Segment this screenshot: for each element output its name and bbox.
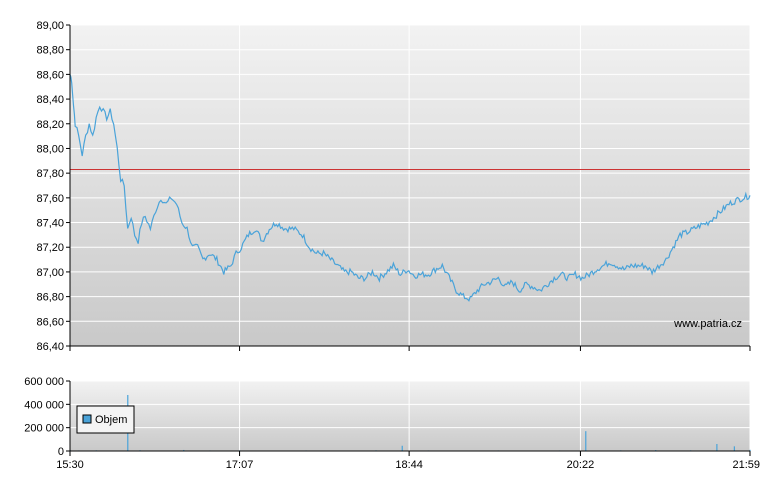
- price-y-tick-label: 88,60: [36, 69, 64, 81]
- price-y-tick-label: 88,40: [36, 94, 64, 106]
- volume-y-axis: 600 000 400 000 200 000 0: [24, 376, 70, 458]
- price-y-tick-label: 86,60: [36, 316, 64, 328]
- price-y-tick-label: 86,40: [36, 341, 64, 353]
- volume-x-ticks: 15:30 17:07 18:44 20:22 21:59: [56, 451, 760, 471]
- volume-bar: [401, 445, 403, 451]
- x-tick-label: 17:07: [226, 459, 254, 471]
- price-y-tick-label: 87,00: [36, 267, 64, 279]
- volume-plot-area: [70, 381, 750, 451]
- price-y-tick-label: 86,80: [36, 292, 64, 304]
- price-y-tick-label: 88,00: [36, 143, 64, 155]
- legend-swatch: [82, 414, 92, 424]
- x-tick-label: 18:44: [395, 459, 423, 471]
- volume-bar: [183, 449, 185, 451]
- volume-y-tick-label: 400 000: [24, 399, 64, 411]
- x-tick-label: 15:30: [56, 459, 84, 471]
- volume-y-tick-label: 200 000: [24, 423, 64, 435]
- price-y-tick-label: 87,60: [36, 193, 64, 205]
- price-plot-area: [70, 25, 750, 346]
- x-tick-label: 21:59: [732, 459, 760, 471]
- price-y-tick-label: 89,00: [36, 20, 64, 32]
- volume-bar: [716, 444, 718, 451]
- volume-chart: 600 000 400 000 200 000 0 15:30 17:07 18:44 20…: [24, 376, 760, 471]
- price-y-axis: 89,00 88,80 88,60 88,40 88,20 88,00 87,80 87,60…: [36, 20, 70, 353]
- price-line: [69, 74, 751, 302]
- watermark: www.patria.cz: [673, 318, 742, 330]
- price-y-tick-label: 87,40: [36, 218, 64, 230]
- volume-bar: [733, 446, 735, 451]
- legend-label: Objem: [95, 414, 127, 426]
- volume-bar: [749, 449, 751, 451]
- x-tick-label: 20:22: [567, 459, 595, 471]
- price-series: [69, 74, 751, 302]
- volume-bar: [585, 431, 587, 451]
- price-y-tick-label: 88,20: [36, 119, 64, 131]
- price-y-tick-label: 87,80: [36, 168, 64, 180]
- price-x-ticks: [69, 346, 751, 351]
- legend: Objem: [76, 405, 135, 434]
- volume-y-tick-label: 0: [58, 446, 64, 458]
- price-y-tick-label: 88,80: [36, 45, 64, 57]
- price-y-tick-label: 87,20: [36, 242, 64, 254]
- price-chart: 89,00 88,80 88,60 88,40 88,20 88,00 87,80 87,60…: [36, 20, 751, 353]
- volume-y-tick-label: 600 000: [24, 376, 64, 388]
